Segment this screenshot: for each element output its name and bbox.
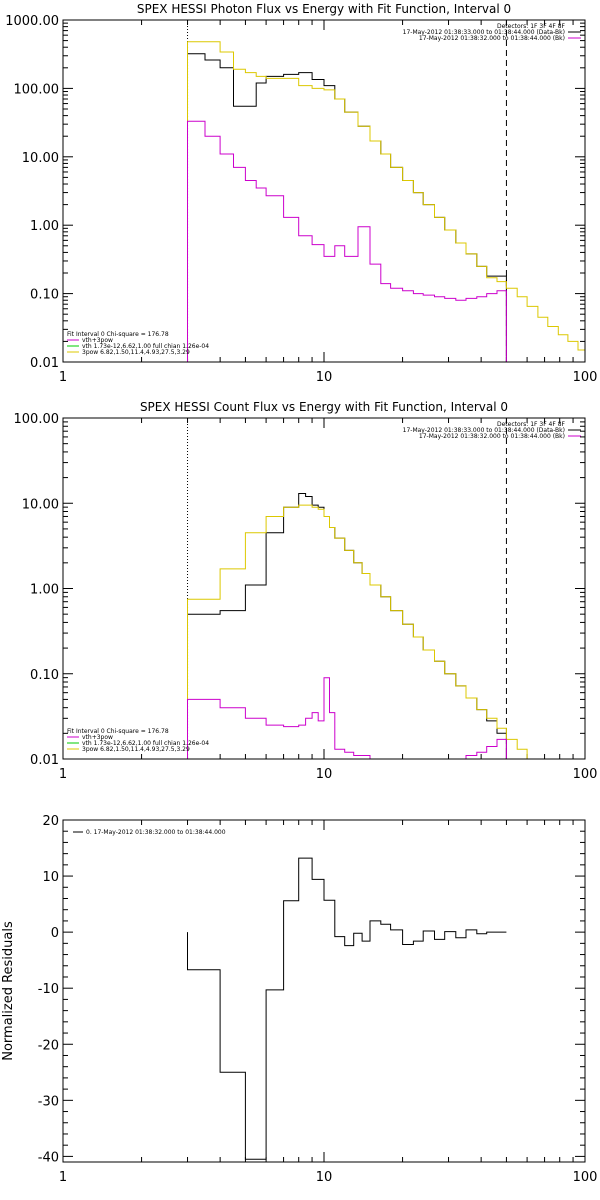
series-1-line [187, 493, 507, 759]
plot-frame [62, 819, 586, 1163]
y-tick-label: 1000.00 [5, 14, 59, 29]
legend-entry: 17-May-2012 01:38:32.000 to 01:38:44.000… [419, 35, 565, 42]
series-3-line [187, 677, 507, 759]
legend-entry: Detectors: 1F 3F 4F 8F [497, 421, 566, 428]
legend-entry: Fit Interval 0 Chi-square = 176.78 [67, 331, 169, 338]
series-1-line [187, 53, 507, 362]
legend-entry: 3pow 6.82,1.50,11.4,4.93,27.5,3.29 [82, 349, 190, 356]
chart-2: SPEX HESSI Count Flux vs Energy with Fit… [14, 400, 598, 782]
x-tick-label: 10 [316, 767, 333, 782]
chart-3: 1 10 100 -40 -30 -20 -10 0 10 20 Normalized Residu… [1, 814, 597, 1185]
y-tick-label: -40 [38, 1150, 59, 1165]
x-tick-label: 1 [59, 767, 67, 782]
legend-entry: vth+3pow [82, 337, 113, 344]
legend-entry: vth+3pow [82, 734, 113, 741]
plot-frame [62, 417, 586, 760]
x-tick-label: 1 [59, 1170, 67, 1185]
y-tick-label: 0.10 [30, 288, 59, 303]
y-tick-label: -20 [38, 1038, 59, 1053]
series-3-line [187, 120, 507, 362]
legend-entry: Fit Interval 0 Chi-square = 176.78 [67, 728, 169, 735]
series-2-line [187, 41, 585, 362]
legend-entry: 3pow 6.82,1.50,11.4,4.93,27.5,3.29 [82, 746, 190, 753]
legend-entry: 0. 17-May-2012 01:38:32.000 to 01:38:44.… [86, 829, 226, 836]
y-tick-label: -10 [38, 982, 59, 997]
y-tick-label: 10.00 [22, 497, 59, 512]
chart-title: SPEX HESSI Count Flux vs Energy with Fit… [140, 400, 508, 414]
chart-1: SPEX HESSI Photon Flux vs Energy with Fi… [5, 2, 597, 385]
y-tick-label: 0.01 [30, 753, 59, 768]
x-tick-label: 100 [573, 767, 598, 782]
y-tick-label: 10 [42, 870, 59, 885]
y-tick-label: 1.00 [30, 583, 59, 598]
legend-entry: vth 1.73e-12,6.62,1.00 full chian 1.26e-… [82, 740, 209, 747]
y-tick-label: 100.00 [14, 82, 60, 97]
legend-entry: 17-May-2012 01:38:33.000 to 01:38:44.000… [403, 29, 565, 36]
y-tick-label: 100.00 [14, 412, 60, 427]
legend-entry: Detectors: 1F 3F 4F 8F [497, 23, 566, 30]
legend-entry: vth 1.73e-12,6.62,1.00 full chian 1.26e-… [82, 343, 209, 350]
y-tick-label: -30 [38, 1094, 59, 1109]
series-2-line [187, 504, 538, 759]
y-tick-label: 20 [42, 814, 59, 829]
x-tick-label: 10 [316, 370, 333, 385]
x-tick-label: 10 [316, 1170, 333, 1185]
x-tick-label: 100 [573, 370, 598, 385]
y-axis-label: Normalized Residuals [1, 921, 16, 1061]
x-tick-label: 100 [573, 1170, 598, 1185]
plot-frame [62, 19, 586, 363]
y-tick-label: 0 [51, 926, 59, 941]
y-tick-label: 1.00 [30, 219, 59, 234]
y-tick-label: 0.01 [30, 356, 59, 371]
y-tick-label: 10.00 [22, 151, 59, 166]
x-tick-label: 1 [59, 370, 67, 385]
legend-entry: 17-May-2012 01:38:33.000 to 01:38:44.000… [403, 427, 565, 434]
chart-title: SPEX HESSI Photon Flux vs Energy with Fi… [137, 2, 511, 16]
y-tick-label: 0.10 [30, 668, 59, 683]
series-1-line [187, 857, 507, 1160]
legend-entry: 17-May-2012 01:38:32.000 to 01:38:44.000… [419, 433, 565, 440]
